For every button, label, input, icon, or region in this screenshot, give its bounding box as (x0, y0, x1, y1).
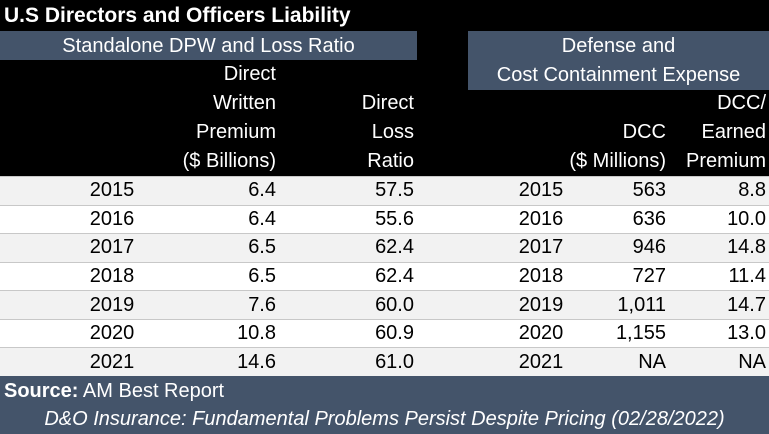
column-header: Earned (701, 121, 767, 143)
table-cell: 62.4 (375, 236, 414, 259)
table-cell: 62.4 (375, 265, 414, 287)
table-cell: 55.6 (375, 207, 414, 230)
table-cell: 2018 (89, 265, 135, 287)
column-header: Ratio (367, 150, 414, 172)
table-cell: 1,155 (615, 322, 666, 345)
table-cell: 2017 (518, 236, 564, 259)
table-cell: 14.6 (237, 350, 276, 373)
table-cell: 6.5 (248, 265, 276, 287)
table-cell: 946 (632, 236, 666, 259)
table-cell: NA (738, 350, 766, 373)
table-cell: 2015 (518, 179, 564, 202)
table-cell: 727 (632, 265, 666, 287)
source-label: Source: (4, 380, 79, 402)
table-cell: 2018 (518, 265, 564, 287)
table-cell: 636 (632, 207, 666, 230)
column-header: Premium (685, 150, 766, 172)
table-cell: 2019 (89, 293, 135, 316)
table-cell: 11.4 (728, 265, 766, 287)
note: D&O Insurance: Fundamental Problems Pers… (44, 408, 725, 430)
table-row (0, 176, 769, 205)
footer: Source: AM Best Report D&O Insurance: Fu… (0, 376, 769, 434)
table-cell: 14.8 (727, 236, 766, 259)
table-row (0, 233, 769, 262)
column-header: DCC (622, 121, 666, 143)
table-row (0, 347, 769, 376)
table-cell: NA (638, 350, 666, 373)
table-cell: 14.7 (727, 293, 766, 316)
table-cell: 2019 (518, 293, 564, 316)
table-row (0, 318, 769, 348)
column-header: ($ Billions) (182, 150, 276, 172)
table-cell: 2021 (89, 350, 135, 373)
table-cell: 2021 (518, 350, 564, 373)
table-cell: 61.0 (375, 350, 414, 373)
table-cell: 2020 (518, 322, 564, 345)
right-group-header: Defense and Cost Containment Expense (468, 31, 769, 90)
table-cell: 2015 (89, 179, 135, 202)
table-cell: 2017 (89, 236, 135, 259)
table-cell: 10.0 (727, 207, 766, 230)
table-cell: 60.9 (375, 322, 414, 345)
table-cell: 6.5 (248, 236, 276, 259)
table-cell: 10.8 (237, 322, 276, 345)
table-row (0, 204, 769, 234)
source: Source: AM Best Report (4, 377, 224, 405)
table-cell: 2016 (89, 207, 135, 230)
title-bar: U.S Directors and Officers Liability (0, 0, 769, 31)
column-header: Premium (195, 121, 276, 143)
group-label: Standalone DPW and Loss Ratio (62, 35, 355, 57)
group-label: Cost Containment Expense (496, 64, 741, 86)
table-cell: 8.8 (738, 179, 766, 202)
left-group-header: Standalone DPW and Loss Ratio (0, 31, 417, 60)
column-header: Written (213, 92, 276, 114)
table-cell: 7.6 (248, 293, 276, 316)
column-header: Direct (361, 92, 414, 114)
table-cell: 6.4 (248, 179, 276, 202)
column-header: Loss (371, 121, 414, 143)
column-header: Direct (223, 63, 276, 85)
group-label: Defense and (561, 35, 676, 57)
table-cell: 563 (632, 179, 666, 202)
table-cell: 60.0 (375, 293, 414, 316)
table-cell: 6.4 (248, 207, 276, 230)
column-header: DCC/ (717, 92, 766, 114)
source-text: AM Best Report (82, 380, 225, 402)
table-cell: 2020 (89, 322, 135, 345)
table-row (0, 290, 769, 319)
table-cell: 13.0 (727, 322, 766, 345)
table-cell: 57.5 (375, 179, 414, 202)
table-cell: 2016 (518, 207, 564, 230)
table-cell: 1,011 (617, 293, 666, 316)
title: U.S Directors and Officers Liability (4, 4, 351, 27)
column-header: ($ Millions) (569, 150, 666, 172)
table-row (0, 261, 769, 291)
